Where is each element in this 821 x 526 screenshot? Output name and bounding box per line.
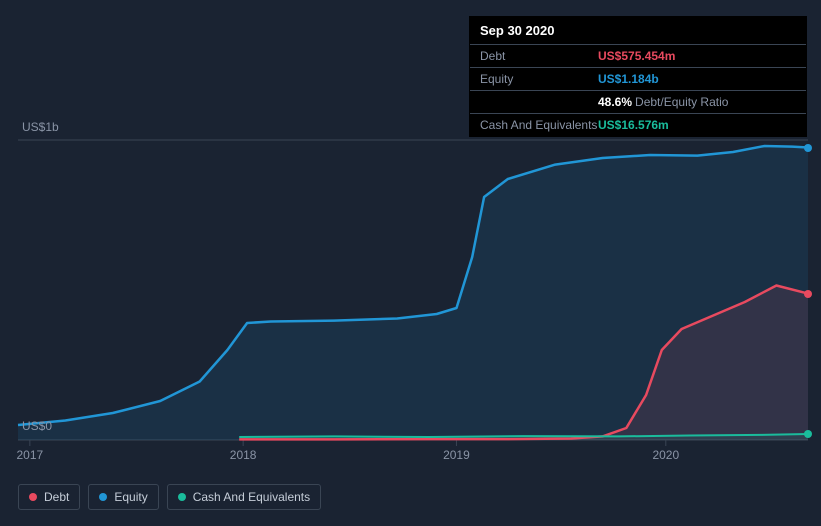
tooltip-row-debt: Debt US$575.454m [470, 44, 806, 67]
x-axis-labels: 2017 2018 2019 2020 [18, 448, 808, 468]
y-axis-label: US$0 [22, 419, 52, 433]
legend-dot-icon [178, 493, 186, 501]
chart-legend: Debt Equity Cash And Equivalents [18, 484, 321, 510]
tooltip-label-cash: Cash And Equivalents [480, 118, 598, 132]
tooltip-row-ratio: 48.6%Debt/Equity Ratio [470, 90, 806, 113]
series-end-marker-cash [804, 430, 812, 438]
legend-dot-icon [99, 493, 107, 501]
x-axis-label: 2018 [230, 448, 257, 462]
series-end-marker-debt [804, 290, 812, 298]
tooltip-row-equity: Equity US$1.184b [470, 67, 806, 90]
tooltip-value-cash: US$16.576m [598, 118, 669, 132]
legend-item-equity[interactable]: Equity [88, 484, 158, 510]
tooltip-value-ratio: 48.6%Debt/Equity Ratio [598, 95, 728, 109]
x-axis-label: 2019 [443, 448, 470, 462]
legend-dot-icon [29, 493, 37, 501]
chart-tooltip: Sep 30 2020 Debt US$575.454m Equity US$1… [469, 16, 807, 137]
legend-label: Equity [114, 490, 147, 504]
tooltip-label-debt: Debt [480, 49, 598, 63]
legend-label: Cash And Equivalents [193, 490, 310, 504]
tooltip-value-equity: US$1.184b [598, 72, 659, 86]
legend-label: Debt [44, 490, 69, 504]
tooltip-date: Sep 30 2020 [470, 17, 806, 44]
tooltip-value-debt: US$575.454m [598, 49, 675, 63]
tooltip-label-equity: Equity [480, 72, 598, 86]
legend-item-debt[interactable]: Debt [18, 484, 80, 510]
series-end-marker-equity [804, 144, 812, 152]
tooltip-row-cash: Cash And Equivalents US$16.576m [470, 113, 806, 136]
x-axis-label: 2017 [16, 448, 43, 462]
legend-item-cash[interactable]: Cash And Equivalents [167, 484, 321, 510]
x-axis-label: 2020 [652, 448, 679, 462]
y-axis-label: US$1b [22, 120, 59, 134]
tooltip-label-ratio [480, 95, 598, 109]
